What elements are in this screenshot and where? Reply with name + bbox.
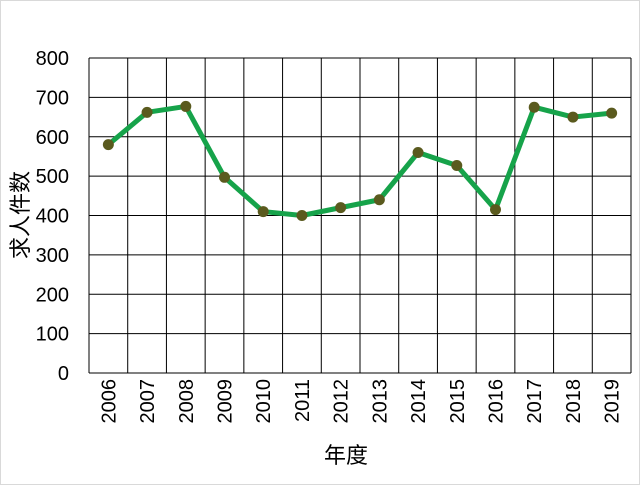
y-tick-label: 300 [36, 245, 69, 267]
y-tick-label: 500 [36, 166, 69, 188]
data-point [335, 202, 347, 214]
y-tick-label: 0 [58, 363, 69, 385]
y-tick-label: 100 [36, 324, 69, 346]
x-tick-label: 2013 [369, 379, 391, 424]
x-tick-label: 2016 [486, 379, 508, 424]
y-tick-label: 700 [36, 87, 69, 109]
data-point [257, 206, 269, 218]
data-point [490, 204, 501, 216]
data-point [528, 101, 540, 113]
x-tick-label: 2017 [524, 379, 546, 424]
data-point [412, 147, 424, 158]
x-tick-label: 2012 [331, 379, 353, 424]
x-tick-label: 2007 [137, 379, 159, 424]
y-tick-label: 600 [36, 127, 69, 149]
data-point [567, 111, 579, 123]
x-tick-label: 2011 [292, 379, 314, 422]
x-tick-label: 2010 [253, 379, 275, 424]
data-point [102, 139, 114, 151]
data-point [219, 171, 230, 183]
x-axis-ticks: 2006 2007 2008 2009 2010 2011 2012 2013 2014 2015… [98, 379, 623, 424]
data-point [180, 100, 192, 112]
series-line [106, 103, 612, 218]
y-axis-ticks: 0 100 200 300 400 500 600 700 800 [36, 48, 69, 385]
y-tick-label: 800 [36, 48, 69, 70]
x-tick-label: 2014 [408, 379, 430, 424]
data-point [606, 107, 618, 119]
series-layer [102, 100, 618, 221]
x-tick-label: 2009 [215, 379, 237, 424]
y-axis-label: 求人件数 [8, 171, 33, 259]
x-tick-label: 2006 [98, 379, 120, 424]
x-axis-label: 年度 [324, 443, 368, 468]
y-tick-label: 200 [36, 284, 69, 306]
x-tick-label: 2015 [447, 379, 469, 424]
x-tick-label: 2019 [602, 379, 624, 424]
data-point [451, 159, 463, 171]
data-point [141, 106, 153, 118]
data-point [373, 194, 385, 206]
y-tick-label: 400 [36, 206, 69, 228]
grid [88, 57, 632, 374]
x-tick-label: 2008 [176, 379, 198, 424]
x-tick-label: 2018 [563, 379, 585, 424]
data-point [296, 210, 308, 221]
